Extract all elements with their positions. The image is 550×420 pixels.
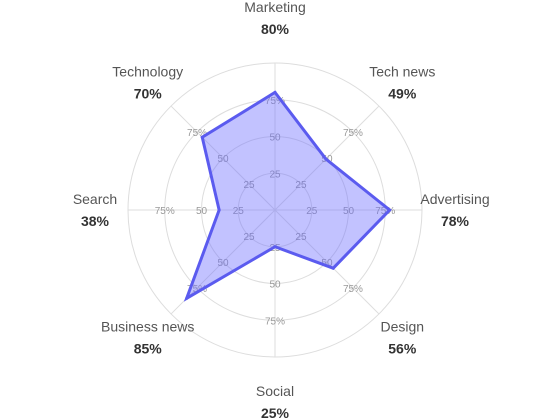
data-point-3 — [331, 266, 335, 270]
category-label-social: Social — [256, 383, 294, 399]
data-point-4 — [273, 245, 277, 249]
tick-label: 25 — [269, 169, 281, 180]
value-label-business-news: 85% — [134, 340, 163, 356]
value-label-technology: 70% — [134, 86, 163, 102]
category-label-design: Design — [380, 318, 424, 334]
value-label-design: 56% — [388, 340, 417, 356]
tick-label: 50 — [269, 133, 281, 144]
value-label-advertising: 78% — [441, 213, 470, 229]
category-label-tech-news: Tech news — [369, 64, 435, 80]
tick-label: 75% — [187, 284, 207, 295]
tick-label: 75% — [265, 316, 285, 327]
category-label-search: Search — [73, 191, 117, 207]
category-label-advertising: Advertising — [420, 191, 489, 207]
value-label-social: 25% — [261, 405, 290, 420]
data-point-5 — [185, 296, 189, 300]
value-label-tech-news: 49% — [388, 86, 417, 102]
data-point-6 — [217, 208, 221, 212]
tick-label: 75% — [187, 128, 207, 139]
spoke-7 — [170, 105, 276, 211]
category-label-technology: Technology — [112, 64, 183, 80]
category-label-marketing: Marketing — [244, 0, 305, 15]
tick-label: 25 — [233, 206, 245, 217]
category-labels: Marketing 80% Tech news 49% Advertising 78% De… — [73, 0, 490, 420]
tick-label: 75% — [155, 206, 175, 217]
spoke-3 — [274, 209, 380, 315]
tick-label: 25 — [243, 180, 255, 191]
tick-label: 25 — [243, 232, 255, 243]
data-point-0 — [273, 90, 277, 94]
tick-label: 50 — [343, 206, 355, 217]
category-label-business-news: Business news — [101, 318, 194, 334]
tick-label: 50 — [196, 206, 208, 217]
tick-label: 75% — [343, 128, 363, 139]
value-label-marketing: 80% — [261, 21, 290, 37]
tick-label: 25 — [306, 206, 318, 217]
tick-label: 50 — [321, 258, 333, 269]
value-label-search: 38% — [81, 213, 110, 229]
data-point-1 — [324, 157, 328, 161]
data-point-2 — [388, 208, 392, 212]
data-layer — [183, 90, 392, 302]
tick-label: 50 — [269, 280, 281, 291]
tick-label: 50 — [217, 258, 229, 269]
data-point-7 — [200, 135, 204, 139]
tick-label: 75% — [375, 206, 395, 217]
data-series-area — [183, 90, 392, 302]
tick-label: 75% — [343, 284, 363, 295]
tick-label: 75% — [265, 96, 285, 107]
tick-label: 25 — [295, 180, 307, 191]
tick-label: 50 — [217, 154, 229, 165]
tick-label: 25 — [295, 232, 307, 243]
